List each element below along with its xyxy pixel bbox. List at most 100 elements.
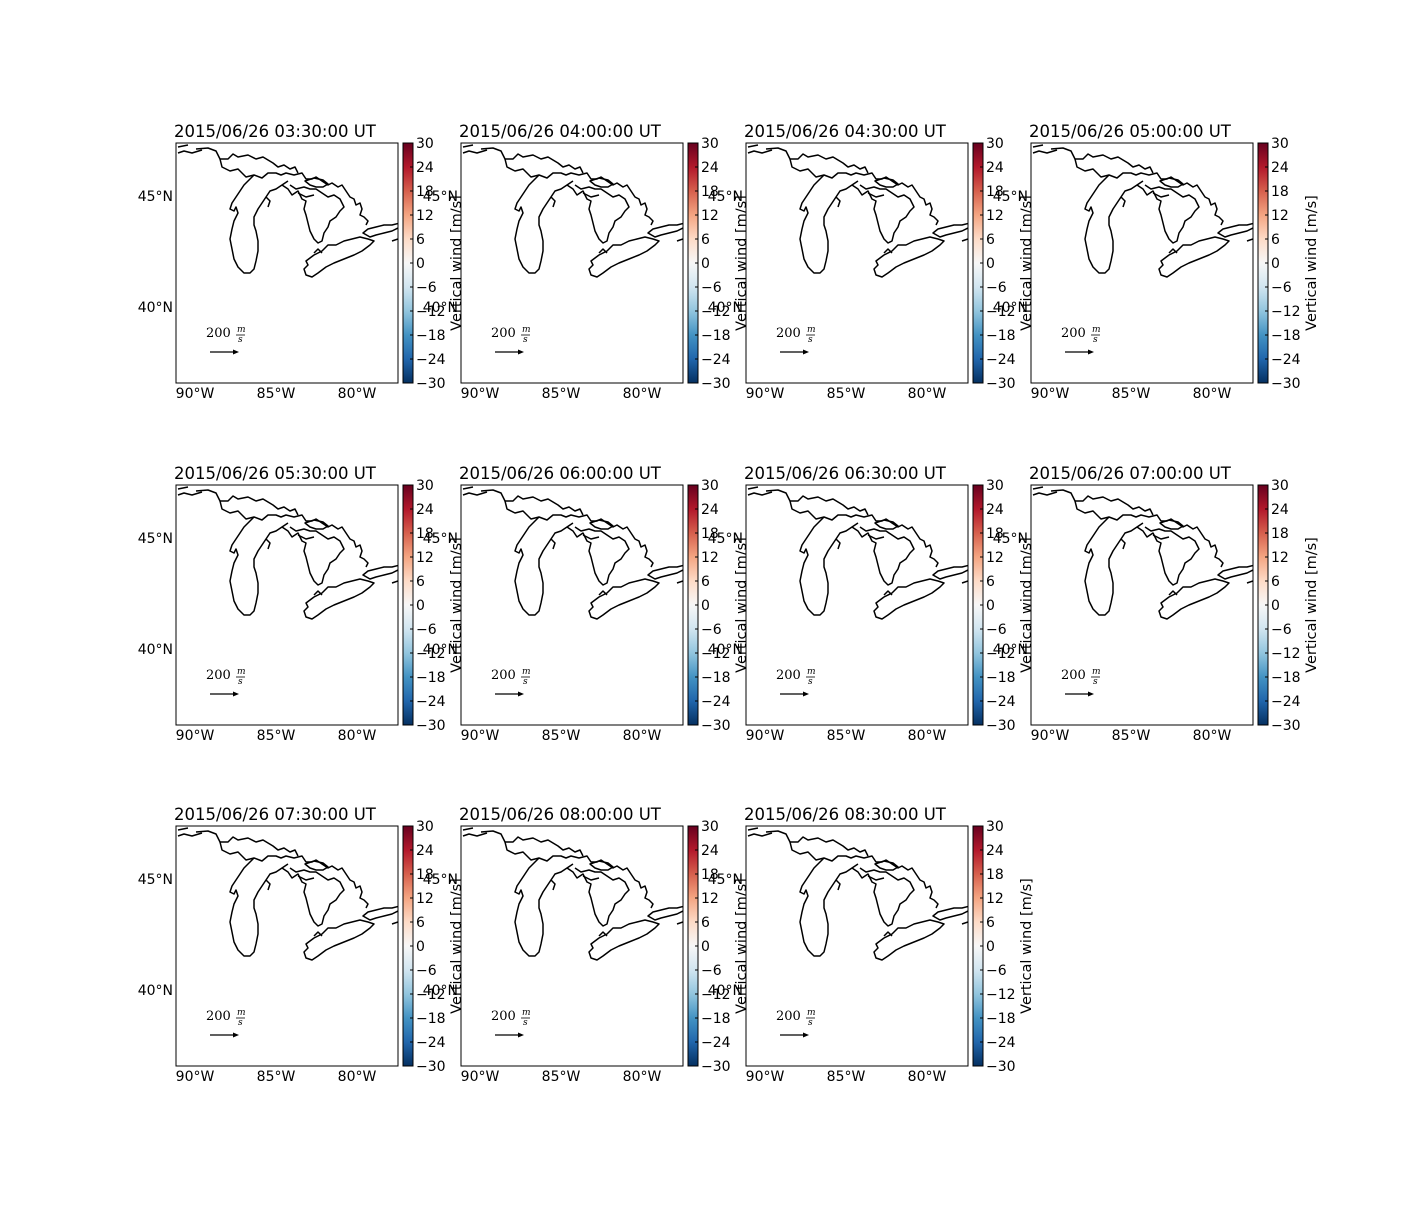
colorbar-tick-label: 0 xyxy=(701,939,710,955)
colorbar-tick-label: 18 xyxy=(701,526,719,542)
quiver-key-unit-den: s xyxy=(238,1018,243,1028)
colorbar-tick-label: 0 xyxy=(701,256,710,272)
lon-tick-label: 80°W xyxy=(908,386,947,402)
colorbar-tick-label: 6 xyxy=(986,574,995,590)
colorbar-tick-label: 12 xyxy=(701,550,719,566)
colorbar-tick-label: 30 xyxy=(1271,136,1289,152)
colorbar-tick-label: −6 xyxy=(416,963,437,979)
colorbar-label: Vertical wind [m/s] xyxy=(1019,878,1035,1014)
colorbar-tick-label: 6 xyxy=(701,232,710,248)
colorbar-tick-label: 6 xyxy=(416,232,425,248)
lat-tick-label: 40°N xyxy=(993,642,1028,658)
panel-title: 2015/06/26 04:30:00 UT xyxy=(744,122,947,141)
colorbar-tick-label: 0 xyxy=(416,256,425,272)
quiver-key-value: 200 xyxy=(206,326,231,341)
map-panel: 2015/06/26 07:00:00 UT 200 ms 45°N 40°N 90°W 8… xyxy=(993,464,1320,744)
quiver-key-unit-num: m xyxy=(522,1008,531,1018)
quiver-key-unit-den: s xyxy=(1093,335,1098,345)
lat-tick-label: 40°N xyxy=(423,983,458,999)
colorbar-tick-label: −24 xyxy=(1271,352,1301,368)
map-frame xyxy=(1030,484,1254,726)
colorbar-tick-label: −18 xyxy=(701,670,731,686)
map-frame xyxy=(745,142,969,384)
colorbar-tick-label: 24 xyxy=(1271,502,1289,518)
lon-tick-label: 90°W xyxy=(746,728,785,744)
map-panel: 2015/06/26 06:00:00 UT 200 ms 45°N 40°N 90°W 8… xyxy=(423,464,750,744)
colorbar-tick-label: 24 xyxy=(986,160,1004,176)
lon-tick-label: 90°W xyxy=(461,728,500,744)
colorbar-tick-label: −12 xyxy=(701,646,731,662)
panel-title: 2015/06/26 04:00:00 UT xyxy=(459,122,662,141)
colorbar-tick-label: 12 xyxy=(416,891,434,907)
colorbar-tick-label: 24 xyxy=(416,843,434,859)
quiver-key-unit-num: m xyxy=(807,1008,816,1018)
lat-tick-label: 45°N xyxy=(993,531,1028,547)
lat-tick-label: 45°N xyxy=(138,189,173,205)
lat-tick-label: 45°N xyxy=(993,189,1028,205)
colorbar-tick-label: −30 xyxy=(701,376,731,392)
lon-tick-label: 80°W xyxy=(908,1069,947,1085)
colorbar-tick-label: −6 xyxy=(986,963,1007,979)
lon-tick-label: 90°W xyxy=(461,386,500,402)
lon-tick-label: 85°W xyxy=(827,728,866,744)
colorbar-tick-label: −6 xyxy=(701,963,722,979)
colorbar-tick-label: −6 xyxy=(701,280,722,296)
lat-tick-label: 40°N xyxy=(708,642,743,658)
lon-tick-label: 80°W xyxy=(338,386,377,402)
colorbar-tick-label: 18 xyxy=(416,184,434,200)
lat-tick-label: 45°N xyxy=(138,531,173,547)
lon-tick-label: 90°W xyxy=(746,1069,785,1085)
lon-tick-label: 85°W xyxy=(542,1069,581,1085)
quiver-key-value: 200 xyxy=(491,1009,516,1024)
colorbar-tick-label: −6 xyxy=(1271,280,1292,296)
colorbar-tick-label: −6 xyxy=(701,622,722,638)
colorbar-tick-label: −24 xyxy=(416,352,446,368)
quiver-key-unit-num: m xyxy=(807,325,816,335)
quiver-key-value: 200 xyxy=(206,668,231,683)
map-panel: 2015/06/26 08:00:00 UT 200 ms 45°N 40°N 90°W 8… xyxy=(423,805,750,1085)
panel-title: 2015/06/26 05:30:00 UT xyxy=(174,464,377,483)
colorbar-tick-label: 24 xyxy=(416,502,434,518)
lon-tick-label: 85°W xyxy=(542,386,581,402)
lon-tick-label: 80°W xyxy=(623,1069,662,1085)
colorbar-tick-label: 18 xyxy=(416,526,434,542)
colorbar-tick-label: 0 xyxy=(701,598,710,614)
lon-tick-label: 80°W xyxy=(1193,728,1232,744)
quiver-key-unit-den: s xyxy=(1093,677,1098,687)
map-panel: 2015/06/26 05:00:00 UT 200 ms 45°N 40°N 90°W 8… xyxy=(993,122,1320,402)
colorbar-tick-label: 18 xyxy=(1271,526,1289,542)
quiver-key-unit-num: m xyxy=(237,325,246,335)
colorbar-tick-label: 0 xyxy=(1271,598,1280,614)
lat-tick-label: 40°N xyxy=(708,300,743,316)
lon-tick-label: 85°W xyxy=(1112,386,1151,402)
colorbar-tick-label: −18 xyxy=(986,1011,1016,1027)
panel-title: 2015/06/26 05:00:00 UT xyxy=(1029,122,1232,141)
colorbar-tick-label: 30 xyxy=(416,819,434,835)
lat-tick-label: 45°N xyxy=(708,189,743,205)
map-frame xyxy=(745,825,969,1067)
colorbar-tick-label: −18 xyxy=(986,670,1016,686)
colorbar-tick-label: 6 xyxy=(701,574,710,590)
lon-tick-label: 80°W xyxy=(338,728,377,744)
colorbar-tick-label: 0 xyxy=(986,939,995,955)
colorbar-tick-label: −12 xyxy=(416,987,446,1003)
colorbar-tick-label: 30 xyxy=(701,136,719,152)
colorbar-tick-label: 18 xyxy=(1271,184,1289,200)
colorbar-tick-label: 12 xyxy=(986,891,1004,907)
colorbar-tick-label: 0 xyxy=(986,256,995,272)
lat-tick-label: 40°N xyxy=(138,642,173,658)
map-frame xyxy=(460,142,684,384)
lat-tick-label: 40°N xyxy=(138,300,173,316)
colorbar-tick-label: −18 xyxy=(1271,328,1301,344)
panel-title: 2015/06/26 07:00:00 UT xyxy=(1029,464,1232,483)
colorbar-tick-label: −6 xyxy=(986,622,1007,638)
colorbar-tick-label: −18 xyxy=(701,1011,731,1027)
colorbar-tick-label: −18 xyxy=(701,328,731,344)
lat-tick-label: 45°N xyxy=(423,189,458,205)
quiver-key-value: 200 xyxy=(776,326,801,341)
colorbar-tick-label: −12 xyxy=(1271,304,1301,320)
colorbar-tick-label: −6 xyxy=(1271,622,1292,638)
colorbar-tick-label: 12 xyxy=(986,550,1004,566)
panel-title: 2015/06/26 07:30:00 UT xyxy=(174,805,377,824)
